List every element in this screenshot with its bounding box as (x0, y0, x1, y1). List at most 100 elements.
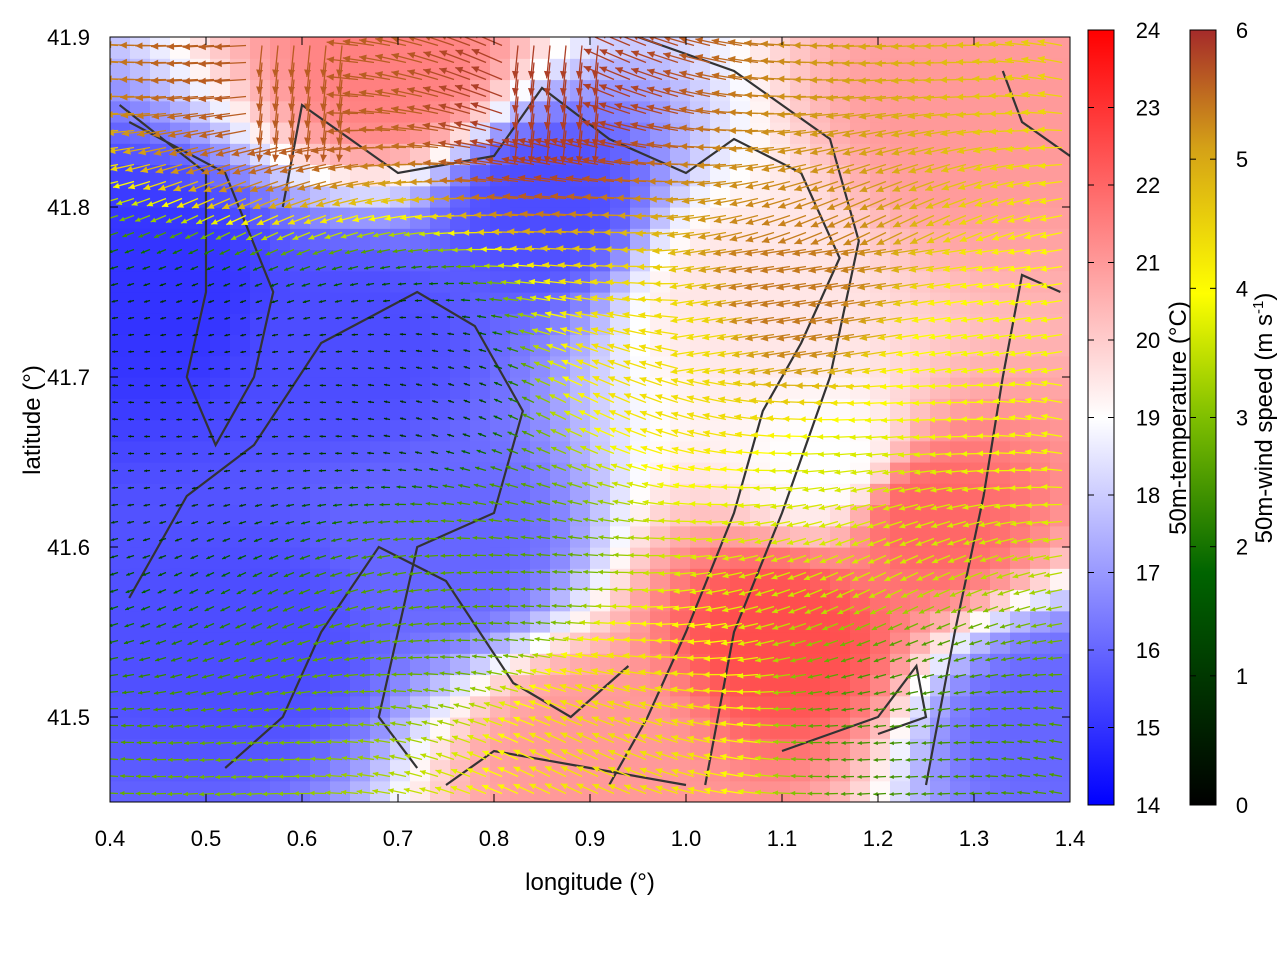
wind-arrow (232, 163, 263, 175)
wind-arrow (224, 401, 231, 404)
wind-arrow (256, 333, 263, 337)
heatmap-cell (410, 313, 431, 336)
wind-arrow (411, 484, 423, 489)
wind-arrow (423, 51, 455, 64)
heatmap-cell (370, 504, 391, 527)
heatmap-cell (890, 483, 911, 506)
wind-arrow (336, 113, 344, 145)
heatmap-cell (150, 440, 171, 463)
heatmap-cell (290, 207, 311, 229)
wind-arrow (329, 622, 343, 629)
heatmap-cell (890, 58, 911, 81)
heatmap-cell (250, 504, 271, 527)
heatmap-cell (530, 398, 551, 421)
wind-arrow (311, 690, 327, 695)
wind-arrow (218, 639, 231, 646)
heatmap-cell (1010, 355, 1031, 378)
heatmap-cell (790, 100, 811, 123)
heatmap-cell (710, 547, 731, 569)
heatmap-cell (990, 334, 1011, 357)
wind-arrow (450, 768, 471, 778)
wind-arrow (302, 469, 311, 473)
wind-arrow (456, 621, 471, 626)
wind-arrow (232, 707, 247, 713)
wind-arrow (376, 248, 391, 254)
heatmap-cell (850, 228, 871, 251)
wind-arrow (112, 350, 119, 353)
heatmap-cell (510, 207, 531, 229)
heatmap-cell (410, 334, 431, 357)
wind-arrow (189, 588, 199, 595)
heatmap-cell (450, 37, 471, 59)
wind-arrow (144, 452, 151, 455)
wind-arrow (236, 571, 247, 578)
heatmap-cell (1010, 610, 1031, 633)
heatmap-cell (950, 419, 971, 442)
wind-arrow (136, 112, 167, 120)
heatmap-cell (470, 568, 491, 591)
heatmap-cell (810, 440, 831, 463)
heatmap-cell (910, 377, 931, 399)
heatmap-cell (510, 249, 531, 272)
wind-arrow (175, 520, 183, 525)
heatmap-cell (190, 504, 211, 527)
wind-arrow (167, 129, 199, 139)
heatmap-cell (930, 717, 951, 739)
heatmap-cell (930, 780, 951, 802)
heatmap-cell (490, 462, 511, 484)
wind-arrow (326, 73, 359, 81)
heatmap-cell (230, 355, 251, 378)
wind-arrow (367, 400, 375, 404)
colorbar-tick-label: 6 (1236, 18, 1248, 43)
wind-arrow (342, 55, 375, 64)
heatmap-cell (750, 398, 771, 421)
heatmap-cell (490, 525, 511, 548)
wind-arrow (351, 383, 359, 387)
wind-arrow (447, 349, 455, 353)
heatmap-cell (110, 547, 131, 569)
heatmap-cell (1010, 653, 1031, 676)
heatmap-cell (230, 100, 251, 123)
heatmap-cell (310, 674, 331, 697)
wind-arrow (375, 125, 407, 133)
heatmap-cell (670, 695, 691, 718)
wind-arrow (439, 671, 455, 676)
heatmap-cell (410, 228, 431, 251)
heatmap-cell (490, 249, 511, 272)
wind-arrow (424, 536, 439, 541)
wind-arrow (143, 520, 151, 524)
wind-arrow (447, 433, 455, 438)
wind-arrow (415, 332, 423, 336)
wind-arrow (319, 316, 327, 320)
heatmap-cell (110, 79, 131, 102)
wind-arrow (413, 282, 423, 286)
heatmap-cell (810, 738, 831, 761)
wind-arrow (208, 418, 215, 421)
heatmap-cell (670, 589, 691, 612)
colorbar-tick-label: 15 (1136, 716, 1160, 741)
heatmap-cell (570, 589, 591, 612)
wind-arrow (279, 146, 311, 156)
contour-line (224, 545, 630, 769)
heatmap-cell (430, 632, 451, 654)
wind-arrow (297, 639, 311, 646)
heatmap-cell (990, 398, 1011, 421)
heatmap-cell (370, 228, 391, 251)
wind-arrow (201, 163, 231, 175)
heatmap-cell (690, 483, 711, 506)
heatmap-cell (630, 653, 651, 676)
wind-arrow (395, 265, 407, 270)
heatmap-cell (630, 419, 651, 442)
wind-arrow (199, 740, 215, 746)
wind-arrow (302, 299, 311, 304)
heatmap-cell (290, 58, 311, 81)
heatmap-cell (450, 440, 471, 463)
wind-arrow (301, 503, 311, 508)
heatmap-cell (370, 398, 391, 421)
heatmap-cell (570, 483, 591, 506)
heatmap-cell (1030, 270, 1051, 293)
wind-arrow (438, 85, 471, 98)
wind-arrow (220, 605, 231, 612)
heatmap-cell (310, 780, 331, 802)
wind-arrow (474, 466, 487, 472)
